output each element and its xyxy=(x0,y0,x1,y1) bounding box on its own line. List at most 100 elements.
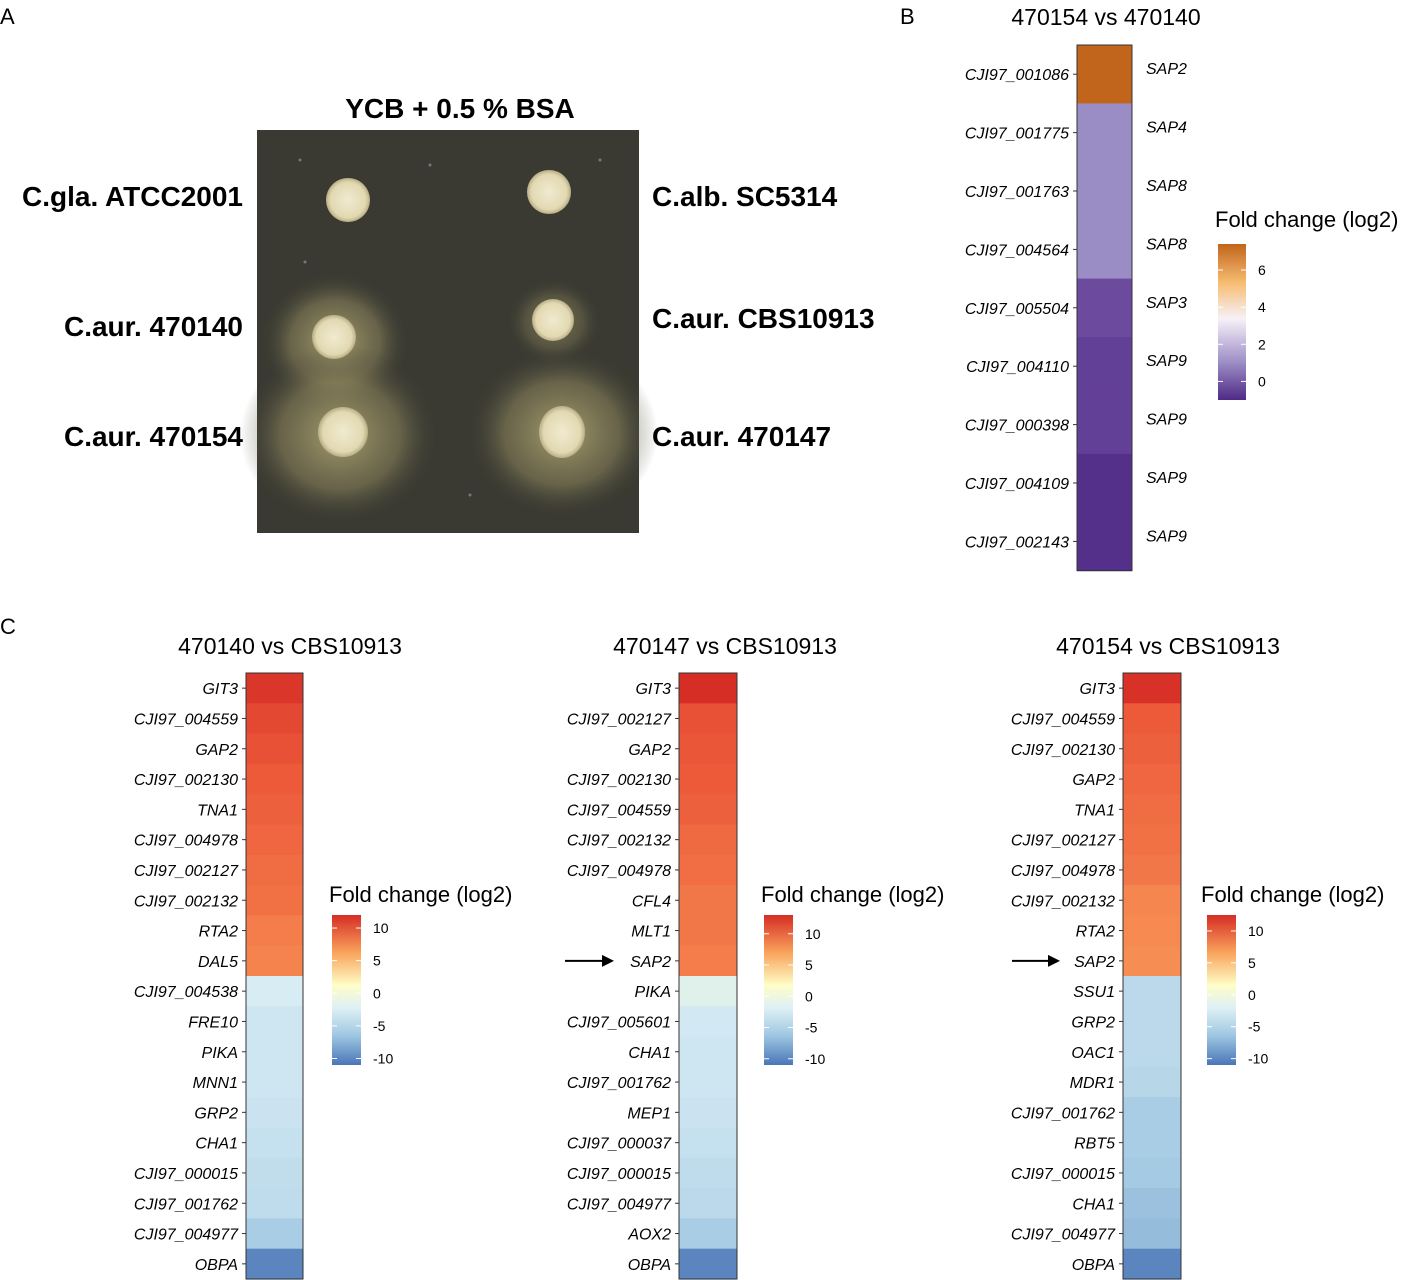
heatmap-cell xyxy=(1123,1248,1181,1280)
arrow-head xyxy=(602,954,614,967)
heatmap-cell xyxy=(679,1157,737,1189)
legend-tick-label: -5 xyxy=(805,1020,818,1036)
panel-b-letter: B xyxy=(900,4,915,29)
row-gene-label: OBPA xyxy=(195,1257,238,1274)
row-gene-label: GIT3 xyxy=(1079,681,1115,698)
row-id-label: CJI97_005504 xyxy=(965,301,1069,318)
legend-tick-label: -5 xyxy=(1248,1019,1261,1035)
heatmap-title: 470154 vs CBS10913 xyxy=(1056,633,1280,659)
row-gene-label: GAP2 xyxy=(628,742,671,759)
colony-cbs10913 xyxy=(532,299,574,341)
row-gene-label: CJI97_004559 xyxy=(1011,711,1115,728)
row-gene-label: RTA2 xyxy=(1076,924,1116,941)
legend-tick-label: 0 xyxy=(373,985,381,1001)
row-gene-label: CJI97_004978 xyxy=(1011,863,1115,880)
legend-colorbar xyxy=(764,915,793,1065)
legend-colorbar xyxy=(1218,244,1246,400)
heatmap-cell xyxy=(679,703,737,735)
legend-colorbar xyxy=(1207,915,1236,1065)
plate-speck xyxy=(598,158,602,162)
heatmap-cell xyxy=(1077,278,1132,338)
row-gene-label: CHA1 xyxy=(195,1136,238,1153)
legend-tick-label: -5 xyxy=(373,1018,386,1034)
row-id-label: CJI97_004564 xyxy=(965,242,1069,259)
colony-atcc2001 xyxy=(326,178,370,222)
strain-label: C.aur. 470154 xyxy=(64,421,243,452)
heatmap-cell xyxy=(1123,1097,1181,1129)
row-gene-label: CJI97_002132 xyxy=(1011,893,1115,910)
row-gene-label: CHA1 xyxy=(1072,1196,1115,1213)
row-gene-label: AOX2 xyxy=(627,1227,671,1244)
heatmap-cell xyxy=(1123,1066,1181,1098)
heatmap-cell xyxy=(1123,1188,1181,1219)
colony-470140 xyxy=(312,315,356,359)
legend-tick-label: 0 xyxy=(805,988,813,1004)
row-gene-label: OAC1 xyxy=(1071,1045,1115,1062)
row-gene-label: RTA2 xyxy=(199,924,239,941)
row-id-label: CJI97_004110 xyxy=(966,359,1069,376)
strain-label: C.aur. CBS10913 xyxy=(652,303,875,334)
plate-speck xyxy=(468,493,472,497)
row-id-label: CJI97_000398 xyxy=(965,418,1069,435)
row-id-label: CJI97_004109 xyxy=(965,476,1069,493)
legend-tick-label: -10 xyxy=(373,1050,393,1066)
arrow-head xyxy=(1048,954,1060,967)
heatmap-cell xyxy=(679,885,737,916)
agar-plate xyxy=(240,130,658,533)
heatmap-cell xyxy=(1123,945,1181,977)
legend-colorbar xyxy=(332,915,361,1065)
heatmap-cell xyxy=(1077,103,1132,163)
strain-label: C.gla. ATCC2001 xyxy=(22,181,243,212)
legend-tick-label: 2 xyxy=(1258,336,1266,352)
heatmap-cell xyxy=(1123,1157,1181,1189)
row-gene-label: SAP9 xyxy=(1146,528,1187,545)
heatmap-cell xyxy=(1123,703,1181,735)
heatmap-cell xyxy=(679,824,737,856)
row-gene-label: CJI97_002130 xyxy=(134,772,238,789)
row-gene-label: CJI97_001762 xyxy=(134,1196,238,1213)
heatmap-cell xyxy=(1077,512,1132,572)
heatmap-border xyxy=(678,672,738,1280)
row-gene-label: SAP4 xyxy=(1146,120,1187,137)
legend-tick-label: -10 xyxy=(805,1051,825,1067)
row-gene-label: CJI97_000015 xyxy=(567,1166,671,1183)
heatmap-cell xyxy=(679,1248,737,1280)
heatmap-cell xyxy=(1123,1006,1181,1038)
plate-speck xyxy=(303,260,307,264)
row-gene-label: CJI97_002132 xyxy=(134,893,238,910)
row-gene-label: GIT3 xyxy=(202,681,238,698)
heatmap-cell xyxy=(1123,1036,1181,1068)
heatmap-border xyxy=(245,672,304,1280)
heatmap-470154-vs-cbs10913: 470154 vs CBS10913 GIT3 CJI97_004559 CJI97_… xyxy=(1011,633,1384,1280)
legend-tick-label: 0 xyxy=(1258,373,1266,389)
row-id-label: CJI97_001775 xyxy=(965,126,1069,143)
row-gene-label: CJI97_004977 xyxy=(567,1196,672,1213)
legend-tick-label: 6 xyxy=(1258,262,1266,278)
heatmap-title: 470140 vs CBS10913 xyxy=(178,633,402,659)
panel-c-letter: C xyxy=(0,614,16,639)
heatmap-cell xyxy=(246,1127,303,1159)
heatmap-cell xyxy=(246,885,303,916)
row-gene-label: CJI97_005601 xyxy=(567,1014,671,1031)
heatmap-cell xyxy=(246,794,303,826)
row-gene-label: SAP9 xyxy=(1146,470,1187,487)
row-gene-label: CJI97_000037 xyxy=(567,1136,672,1153)
heatmap-cell xyxy=(1077,220,1132,280)
plate-speck xyxy=(428,163,432,167)
legend-tick-label: 0 xyxy=(1248,987,1256,1003)
plate-speck xyxy=(298,158,302,162)
heatmap-cell xyxy=(1123,733,1181,765)
heatmap-cell xyxy=(679,1036,737,1068)
legend-tick-label: 5 xyxy=(1248,955,1256,971)
heatmap-cell xyxy=(679,733,737,765)
heatmap-title: 470147 vs CBS10913 xyxy=(613,633,837,659)
row-gene-label: CJI97_000015 xyxy=(1011,1166,1115,1183)
heatmap-cell xyxy=(246,1006,303,1038)
row-gene-label: SAP8 xyxy=(1146,236,1187,253)
heatmap-cell xyxy=(246,733,303,765)
heatmap-cell xyxy=(246,1218,303,1250)
row-gene-label: TNA1 xyxy=(1074,802,1115,819)
heatmap-cell xyxy=(246,1036,303,1068)
heatmap-cell xyxy=(1123,673,1181,704)
